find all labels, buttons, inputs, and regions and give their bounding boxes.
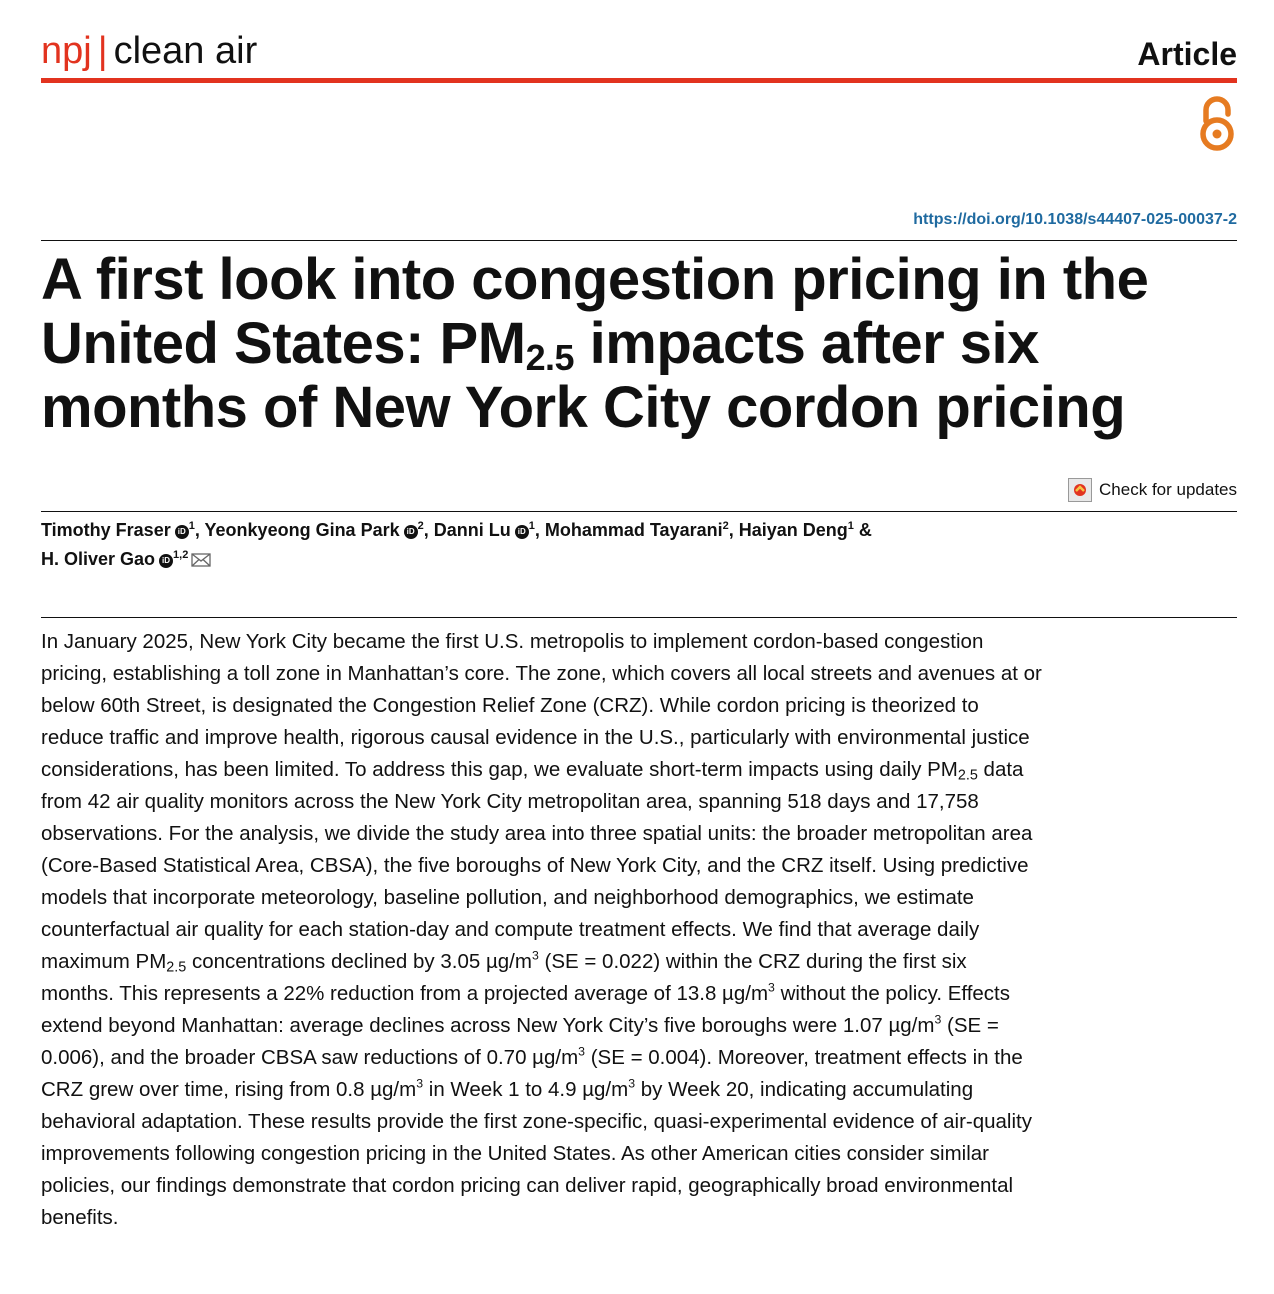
author-name[interactable]: Haiyan Deng bbox=[738, 520, 848, 540]
abstract-subscript: 2.5 bbox=[166, 959, 187, 976]
title-part-1: A first look into congestion pricing in … bbox=[41, 247, 1149, 376]
abstract-text: (SE = 0.022) within the CRZ during the f… bbox=[41, 950, 967, 1005]
check-for-updates-button[interactable]: Check for updates bbox=[1068, 478, 1237, 502]
brand-prefix: npj bbox=[41, 30, 92, 72]
title-part-2: impacts after six months of New York Cit… bbox=[41, 311, 1126, 440]
abstract-superscript: 3 bbox=[934, 1012, 942, 1027]
author-affiliation: 1 bbox=[188, 520, 195, 532]
journal-name: clean air bbox=[113, 30, 258, 72]
author-affiliation: 1 bbox=[528, 520, 535, 532]
author-name[interactable]: Danni Lu bbox=[433, 520, 511, 540]
abstract-text: by Week 20, indicating accumulating beha… bbox=[41, 1078, 1032, 1229]
author-separator: , bbox=[534, 520, 545, 540]
abstract-text: data from 42 air quality monitors across… bbox=[41, 758, 1033, 973]
author-name[interactable]: H. Oliver Gao bbox=[41, 549, 156, 569]
author-affiliation: 2 bbox=[417, 520, 424, 532]
abstract-subscript: 2.5 bbox=[957, 767, 978, 784]
author-affiliation: 1 bbox=[847, 520, 854, 532]
abstract-text: In January 2025, New York City became th… bbox=[41, 630, 1042, 781]
orcid-icon[interactable]: iD bbox=[174, 525, 189, 539]
divider-top bbox=[41, 240, 1237, 241]
abstract-superscript: 3 bbox=[416, 1076, 424, 1091]
author-separator: , bbox=[194, 520, 205, 540]
title-subscript: 2.5 bbox=[525, 337, 575, 379]
abstract-text: concentrations declined by 3.05 µg/m bbox=[186, 950, 532, 973]
author-separator: & bbox=[853, 520, 872, 540]
abstract-text: in Week 1 to 4.9 µg/m bbox=[423, 1078, 629, 1101]
header-rule bbox=[41, 78, 1237, 83]
abstract-text: (SE = 0.006), and the broader CBSA saw r… bbox=[41, 1014, 999, 1069]
orcid-icon[interactable]: iD bbox=[403, 525, 418, 539]
check-for-updates-icon bbox=[1068, 478, 1093, 502]
author-name[interactable]: Yeonkyeong Gina Park bbox=[204, 520, 400, 540]
abstract-text: without the policy. Effects extend beyon… bbox=[41, 982, 1010, 1037]
divider-authors bbox=[41, 511, 1237, 512]
author-separator: , bbox=[423, 520, 434, 540]
author-name[interactable]: Mohammad Tayarani bbox=[544, 520, 723, 540]
divider-abstract bbox=[41, 617, 1237, 618]
check-for-updates-label: Check for updates bbox=[1099, 480, 1237, 499]
author-name[interactable]: Timothy Fraser bbox=[41, 520, 171, 540]
brand-separator: | bbox=[97, 30, 108, 72]
orcid-icon[interactable]: iD bbox=[514, 525, 529, 539]
article-title: A first look into congestion pricing in … bbox=[41, 248, 1237, 440]
orcid-icon[interactable]: iD bbox=[159, 554, 174, 568]
abstract-superscript: 3 bbox=[768, 980, 775, 995]
article-type-label: Article bbox=[1137, 36, 1237, 72]
author-separator: , bbox=[728, 520, 739, 540]
email-icon[interactable] bbox=[191, 552, 211, 568]
journal-brand[interactable]: npj | clean air bbox=[41, 28, 257, 74]
author-affiliation: 1,2 bbox=[173, 549, 189, 561]
abstract-superscript: 3 bbox=[578, 1044, 585, 1059]
abstract-text: (SE = 0.004). Moreover, treatment effect… bbox=[41, 1046, 1023, 1101]
masthead: npj | clean air Article bbox=[41, 28, 1237, 78]
author-affiliation: 2 bbox=[722, 520, 729, 532]
doi-link[interactable]: https://doi.org/10.1038/s44407-025-00037… bbox=[913, 211, 1237, 228]
open-access-icon bbox=[1200, 96, 1234, 151]
author-list: Timothy Fraser iD 1, Yeonkyeong Gina Park i… bbox=[41, 516, 1041, 574]
abstract-superscript: 3 bbox=[531, 948, 539, 963]
abstract: In January 2025, New York City became th… bbox=[41, 626, 1043, 1234]
abstract-superscript: 3 bbox=[628, 1076, 636, 1091]
